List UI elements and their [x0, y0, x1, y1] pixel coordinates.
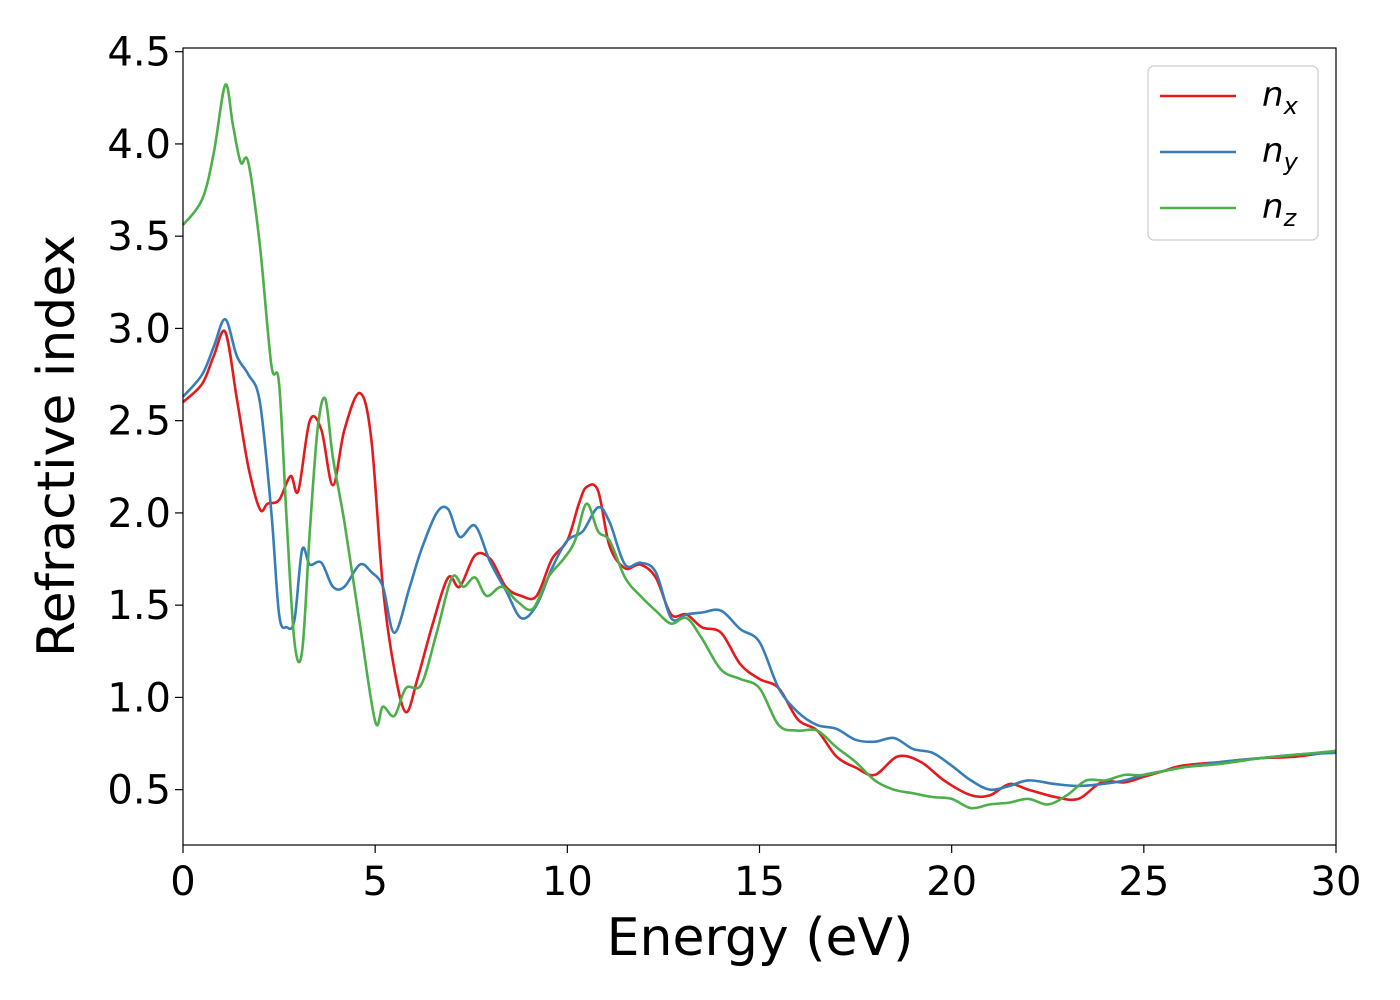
x-tick-label: 20 — [926, 859, 977, 905]
x-axis-title: Energy (eV) — [607, 908, 914, 968]
y-axis: 0.5 1.0 1.5 2.0 2.5 3.0 3.5 4.0 4.5 — [107, 30, 183, 814]
y-tick-label: 2.0 — [107, 491, 171, 537]
series-line-n-x — [182, 329, 1337, 802]
legend-label-main: n — [1262, 187, 1284, 227]
legend-label-subscript: x — [1283, 92, 1299, 120]
y-tick-label: 4.0 — [107, 122, 171, 168]
y-tick-label: 3.5 — [107, 214, 171, 260]
x-axis: 0 5 10 15 20 25 30 — [170, 845, 1361, 905]
x-tick-label: 10 — [542, 859, 593, 905]
y-tick-label: 4.5 — [107, 30, 171, 76]
legend-label: nz — [1262, 187, 1298, 232]
y-tick-label: 0.5 — [107, 768, 171, 814]
y-axis-title: Refractive index — [27, 235, 87, 657]
x-tick-label: 30 — [1311, 859, 1362, 905]
plot-area — [183, 48, 1336, 845]
legend-label: nx — [1262, 75, 1299, 120]
y-tick-label: 1.5 — [107, 583, 171, 629]
legend-label-subscript: z — [1283, 204, 1298, 232]
x-tick-label: 15 — [734, 859, 785, 905]
legend-label-subscript: y — [1283, 148, 1299, 176]
series-line-n-y — [182, 317, 1337, 792]
series-layer — [181, 83, 1337, 810]
legend-label-main: n — [1262, 75, 1284, 115]
y-tick-label: 1.0 — [107, 675, 171, 721]
y-tick-label: 3.0 — [107, 306, 171, 352]
legend-label: ny — [1262, 131, 1299, 176]
x-tick-label: 25 — [1118, 859, 1169, 905]
x-tick-label: 0 — [170, 859, 195, 905]
y-tick-label: 2.5 — [107, 399, 171, 445]
series-line-n-z — [181, 83, 1337, 810]
x-tick-label: 5 — [362, 859, 387, 905]
legend-label-main: n — [1262, 131, 1284, 171]
